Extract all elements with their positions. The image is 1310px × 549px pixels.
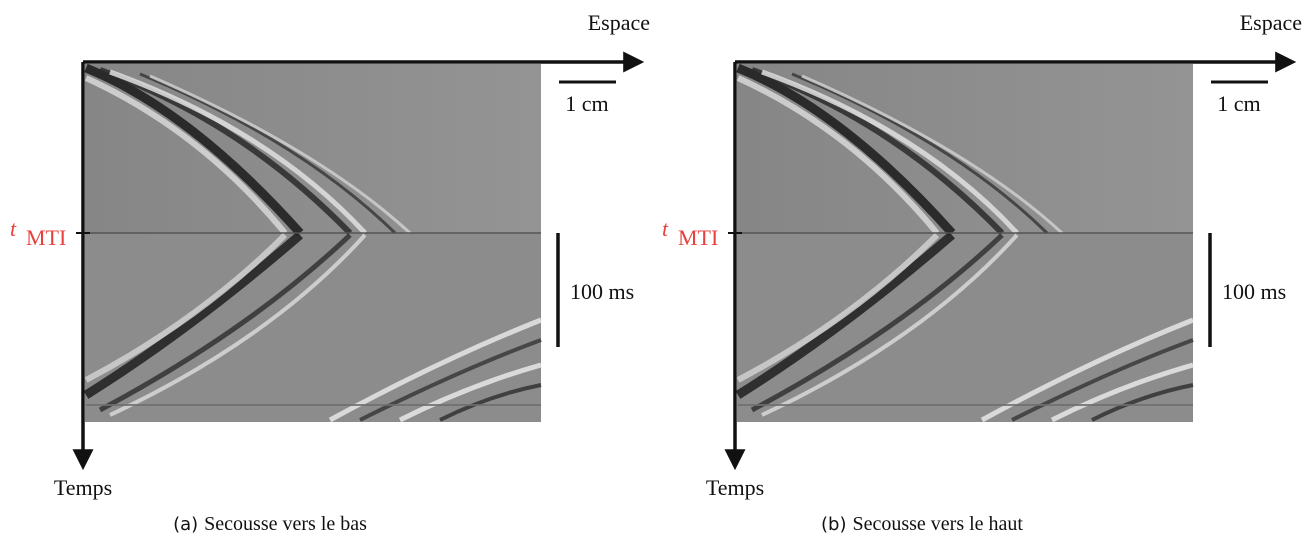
panel: Espace Temps t MTI 1 cm 100 ms (a) Secousse ver… [10, 10, 650, 535]
scale-x-label: 1 cm [565, 91, 608, 116]
panel: Espace Temps t MTI 1 cm 100 ms (b) Secousse ver… [662, 10, 1302, 535]
y-axis-label: Temps [54, 475, 112, 500]
caption: (b) Secousse vers le haut [821, 513, 1023, 535]
t-symbol: t [662, 216, 669, 241]
t-subscript: MTI [678, 225, 718, 250]
figure: Espace Temps t MTI 1 cm 100 ms (a) Secousse ver… [0, 0, 1310, 549]
y-axis-label: Temps [706, 475, 764, 500]
t-symbol: t [10, 216, 17, 241]
scale-y-label: 100 ms [1222, 279, 1286, 304]
x-axis-label: Espace [588, 10, 650, 35]
caption-tag: (b) [821, 514, 846, 535]
caption: (a) Secousse vers le bas [173, 513, 367, 535]
t-subscript: MTI [26, 225, 66, 250]
scale-y-label: 100 ms [570, 279, 634, 304]
caption-tag: (a) [173, 514, 198, 535]
caption-text: Secousse vers le haut [852, 513, 1023, 535]
scale-x-label: 1 cm [1217, 91, 1260, 116]
x-axis-label: Espace [1240, 10, 1302, 35]
caption-text: Secousse vers le bas [204, 513, 367, 535]
